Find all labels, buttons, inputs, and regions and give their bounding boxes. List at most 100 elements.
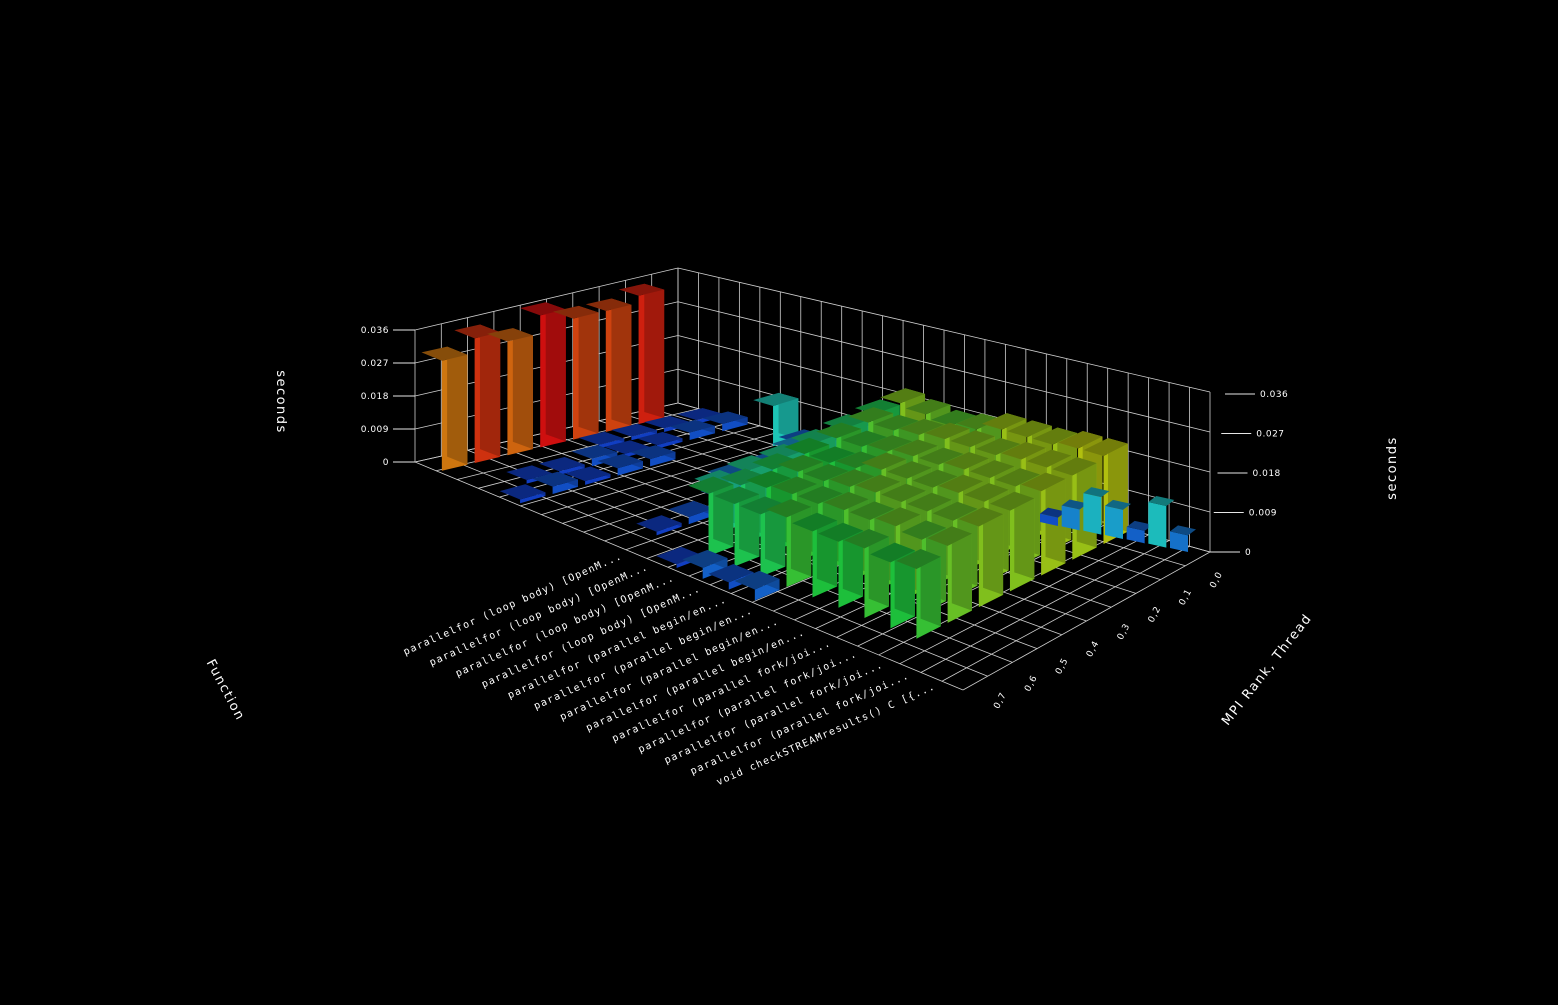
bar-top-face [861, 452, 907, 470]
bar-top-face [784, 437, 830, 454]
bar-top-face [637, 431, 683, 446]
side-bar-top [1148, 496, 1175, 506]
bar [1021, 472, 1066, 576]
bar-top-face [669, 419, 716, 433]
bar-top-face [881, 483, 926, 502]
bar-top-face [702, 411, 748, 424]
bar-top-face [734, 570, 780, 590]
bar [564, 466, 611, 485]
bar-top-face [714, 486, 760, 505]
bar-top-face [848, 407, 894, 423]
side-bar-top [1105, 499, 1131, 510]
bar-top-face [841, 430, 887, 447]
bar-front-face [559, 464, 585, 475]
bar-top-face [506, 465, 553, 481]
bar [499, 484, 546, 504]
bar-top-face [816, 422, 862, 439]
bar-top-face [1052, 457, 1097, 476]
z-tick-label-right: 0.009 [1249, 509, 1277, 519]
bar [454, 324, 501, 464]
bar-top-face [753, 392, 799, 406]
bar-top-face [964, 483, 1009, 502]
bar-top-face [644, 415, 690, 429]
bar-top-face [611, 423, 657, 437]
bar-top-face [870, 542, 915, 563]
side-bar-top [1126, 520, 1153, 531]
bar-front-face [598, 438, 625, 449]
bar-top-face [752, 453, 798, 470]
bar-top-face [772, 476, 818, 495]
bar [421, 346, 468, 471]
bar-top-face [454, 324, 501, 339]
bar-top-face [958, 507, 1004, 527]
bar-top-face [924, 422, 970, 440]
bar-top-face [578, 431, 625, 445]
bar [989, 491, 1035, 592]
bar-top-face [618, 283, 665, 296]
bar-top-face [893, 439, 938, 457]
side-bar-top [1040, 507, 1066, 518]
bar-top-face [682, 549, 728, 568]
bar-top-face [823, 491, 869, 511]
bar-top-face [676, 408, 723, 421]
bar-top-face [720, 468, 766, 486]
bar [578, 431, 625, 449]
bar-side-face [644, 283, 665, 418]
bar-top-face [809, 446, 855, 463]
side-bar-front [1105, 505, 1123, 539]
bar-top-face [1021, 472, 1066, 492]
bar-top-face [875, 507, 921, 527]
side-bar [1061, 499, 1088, 531]
bar-top-face [532, 471, 578, 487]
side-bar [1083, 487, 1110, 535]
bar-top-face [552, 305, 599, 319]
bar-side-face [1014, 491, 1035, 580]
bar [539, 457, 585, 475]
bar-top-face [931, 409, 976, 426]
z-axis-title-left: seconds [273, 370, 288, 434]
z-axis-title-right: seconds [1385, 436, 1400, 500]
bar-top-face [766, 499, 812, 518]
bar-top-face [873, 414, 919, 431]
bar-top-face [797, 486, 843, 504]
bar-top-face [918, 447, 964, 465]
bar-top-face [944, 452, 989, 470]
bar-top-face [905, 399, 951, 415]
bar-top-face [604, 440, 650, 454]
bar [585, 298, 632, 432]
bar-side-face [983, 507, 1004, 595]
bar-top-face [818, 522, 864, 542]
bar-side-face [447, 346, 468, 465]
bar-top-face [989, 491, 1035, 511]
side-bar-front [1061, 505, 1080, 531]
bar [669, 419, 716, 441]
bar-side-face [578, 305, 599, 434]
bar-top-face [597, 454, 643, 469]
side-bar-front [1126, 526, 1145, 544]
side-bar [1126, 520, 1153, 544]
bar [682, 549, 728, 579]
bar-top-face [950, 430, 995, 448]
bar-top-face [585, 298, 632, 311]
z-tick-label-right: 0.018 [1253, 469, 1281, 479]
bar-top-face [896, 548, 941, 570]
bar-top-face [1007, 420, 1052, 438]
bar [734, 570, 780, 601]
bar-top-face [803, 463, 849, 482]
z-tick-label-left: 0.009 [361, 425, 389, 435]
bar [896, 548, 941, 639]
bar-top-face [564, 466, 611, 482]
side-bar-top [1061, 499, 1088, 510]
bar [636, 515, 682, 536]
bar-side-face [512, 328, 533, 450]
bar [958, 507, 1004, 608]
bar-front-face [657, 438, 683, 449]
side-bar-front [1040, 513, 1058, 526]
side-bar [1170, 525, 1196, 552]
bar-top-face [938, 474, 984, 493]
bars-group [421, 283, 1196, 639]
side-bar-front [1083, 493, 1102, 535]
bar-top-face [887, 461, 932, 479]
bar [520, 302, 566, 448]
